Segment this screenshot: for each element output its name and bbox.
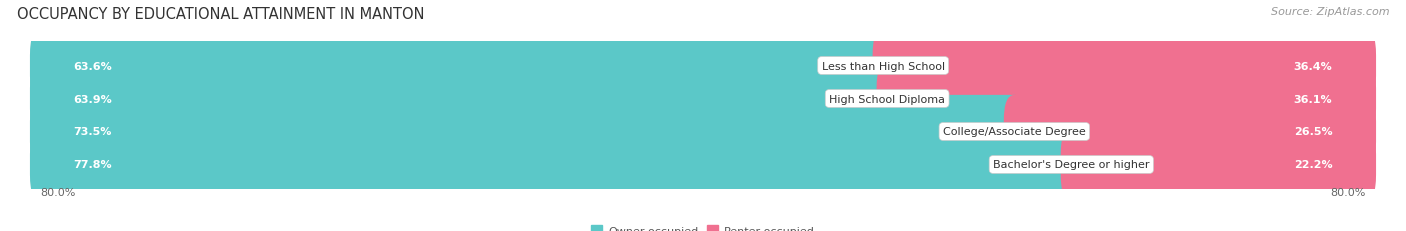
FancyBboxPatch shape	[1004, 95, 1376, 168]
FancyBboxPatch shape	[30, 128, 1083, 201]
Text: OCCUPANCY BY EDUCATIONAL ATTAINMENT IN MANTON: OCCUPANCY BY EDUCATIONAL ATTAINMENT IN M…	[17, 7, 425, 22]
FancyBboxPatch shape	[30, 63, 1376, 136]
Legend: Owner-occupied, Renter-occupied: Owner-occupied, Renter-occupied	[586, 221, 820, 231]
Text: 80.0%: 80.0%	[41, 187, 76, 197]
FancyBboxPatch shape	[30, 128, 1376, 201]
Text: 77.8%: 77.8%	[73, 160, 112, 170]
Text: Less than High School: Less than High School	[821, 61, 945, 71]
Text: 63.6%: 63.6%	[73, 61, 112, 71]
Text: Bachelor's Degree or higher: Bachelor's Degree or higher	[993, 160, 1150, 170]
Text: 36.1%: 36.1%	[1294, 94, 1333, 104]
FancyBboxPatch shape	[1060, 128, 1376, 201]
Text: 36.4%: 36.4%	[1294, 61, 1333, 71]
Text: 73.5%: 73.5%	[73, 127, 112, 137]
Text: High School Diploma: High School Diploma	[830, 94, 945, 104]
FancyBboxPatch shape	[30, 30, 1376, 103]
Text: College/Associate Degree: College/Associate Degree	[943, 127, 1085, 137]
Text: 63.9%: 63.9%	[73, 94, 112, 104]
Text: 22.2%: 22.2%	[1294, 160, 1333, 170]
Text: 80.0%: 80.0%	[1330, 187, 1365, 197]
FancyBboxPatch shape	[30, 63, 898, 136]
Text: 26.5%: 26.5%	[1294, 127, 1333, 137]
FancyBboxPatch shape	[30, 30, 894, 103]
FancyBboxPatch shape	[876, 63, 1376, 136]
FancyBboxPatch shape	[30, 95, 1376, 168]
FancyBboxPatch shape	[873, 30, 1376, 103]
Text: Source: ZipAtlas.com: Source: ZipAtlas.com	[1271, 7, 1389, 17]
FancyBboxPatch shape	[30, 95, 1025, 168]
